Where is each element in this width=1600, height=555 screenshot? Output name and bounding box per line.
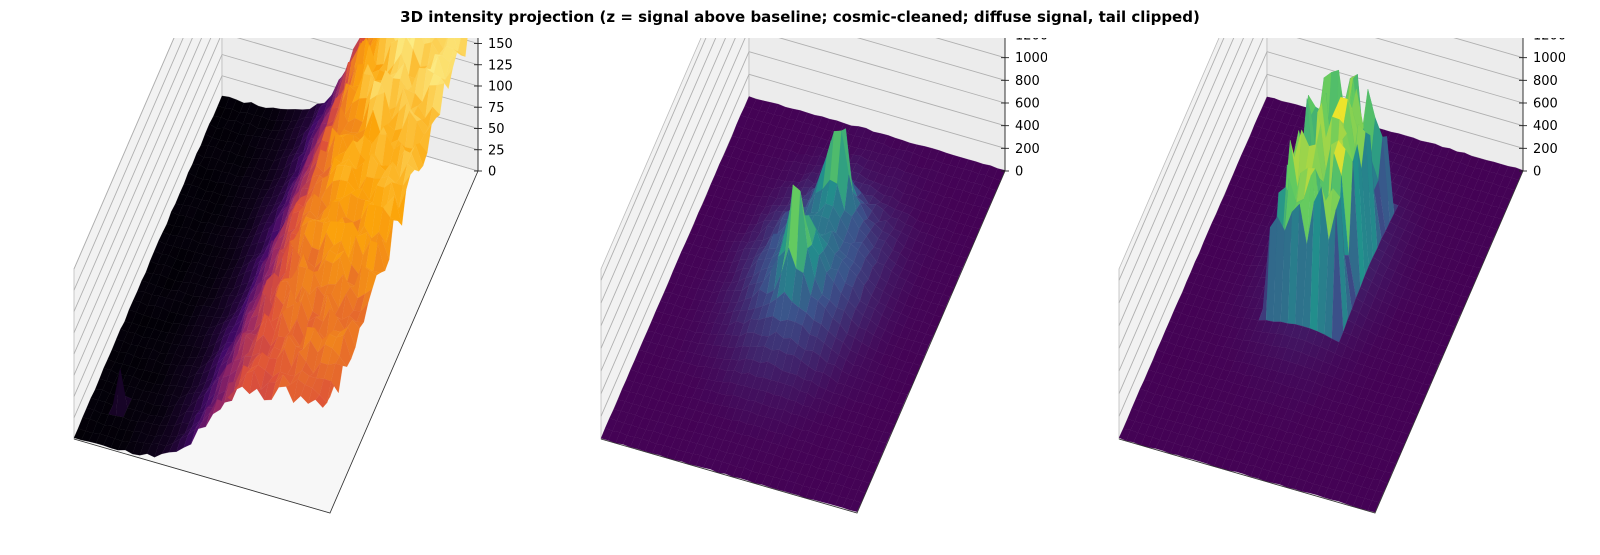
- z-tick-label: 600: [1533, 97, 1558, 112]
- z-gridline: [1118, 38, 1524, 349]
- z-tick-label: 800: [1533, 74, 1558, 89]
- z-gridline: [73, 38, 184, 291]
- surface-mesh: [600, 96, 1006, 512]
- surface-plot-lid: 0255075100125150175200counts - baseline: [73, 38, 513, 514]
- z-tick-label: 400: [1015, 119, 1040, 134]
- surface-plot-injured-h2o2: 0200400600800100012001400counts - baseli…: [1118, 38, 1565, 514]
- z-tick-label: 75: [488, 101, 505, 116]
- surface-plot-injured-leaf: 0200400600800100012001400counts - baseli…: [600, 38, 1047, 514]
- z-gridline: [600, 38, 717, 304]
- floor-edge: [1118, 170, 1524, 514]
- z-gridline: [73, 38, 479, 312]
- z-tick-label: 800: [1015, 74, 1040, 89]
- z-gridline: [600, 38, 707, 281]
- z-tick-label: 200: [1015, 142, 1040, 157]
- z-gridline: [600, 38, 1006, 372]
- z-tick-label: 100: [488, 80, 513, 95]
- surface-cell: [393, 38, 397, 42]
- z-gridline: [600, 38, 1006, 349]
- figure-title: 3D intensity projection (z = signal abov…: [400, 8, 1200, 26]
- z-gridline: [600, 38, 1006, 326]
- z-tick-label: 1000: [1015, 51, 1047, 66]
- z-tick-label: 1200: [1015, 38, 1047, 44]
- z-tick-label: 25: [488, 143, 505, 158]
- z-tick-label: 150: [488, 38, 513, 52]
- z-gridline: [73, 38, 175, 270]
- surface-panel-injured-h2o2: Injured + H2O2 bg-subtracted 02004006008…: [1045, 38, 1565, 548]
- z-tick-label: 0: [488, 165, 496, 180]
- surface-mesh: [73, 38, 468, 458]
- z-tick-label: 600: [1015, 97, 1040, 112]
- z-gridline: [1118, 38, 1524, 326]
- z-gridline: [1118, 38, 1524, 372]
- surface-mesh: [1118, 69, 1524, 513]
- z-gridline: [1118, 38, 1235, 304]
- floor-edge: [600, 170, 1006, 514]
- surface-panel-lid: Lid (dark baseline) median-subtracted 02…: [0, 38, 520, 548]
- surface-panel-injured-leaf: Injured leaf bg-subtracted 0200400600800…: [527, 38, 1047, 548]
- z-tick-label: 1200: [1533, 38, 1565, 44]
- z-gridline: [1118, 51, 1524, 394]
- z-gridline: [1118, 38, 1225, 281]
- floor-edge: [73, 170, 479, 514]
- surface-cell: [322, 385, 335, 408]
- z-tick-label: 0: [1533, 165, 1541, 180]
- z-tick-label: 1000: [1533, 51, 1565, 66]
- z-tick-label: 50: [488, 122, 505, 137]
- z-tick-label: 0: [1015, 165, 1023, 180]
- z-tick-label: 125: [488, 58, 513, 73]
- z-tick-label: 400: [1533, 119, 1558, 134]
- z-gridline: [1118, 73, 1524, 417]
- z-gridline: [600, 73, 1006, 417]
- z-gridline: [600, 51, 1006, 394]
- z-tick-label: 200: [1533, 142, 1558, 157]
